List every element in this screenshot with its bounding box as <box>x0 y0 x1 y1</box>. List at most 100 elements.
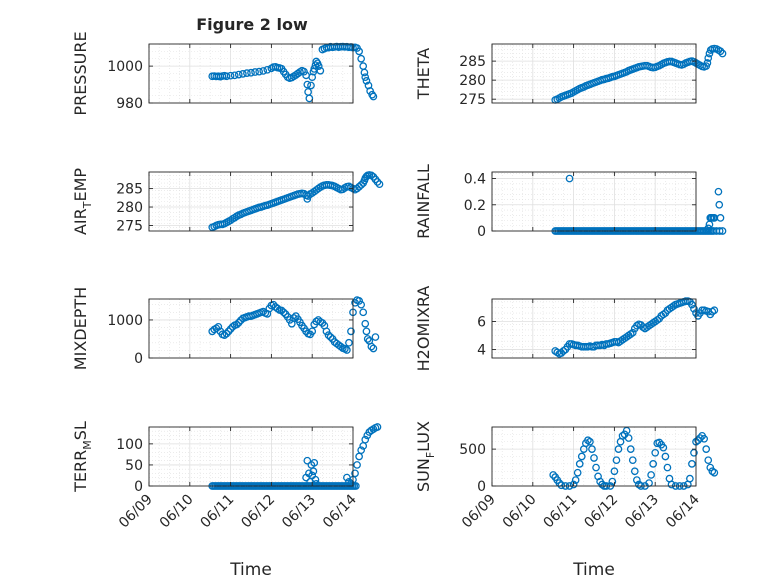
theta-y-axis-label: THETA <box>414 48 433 100</box>
mixdepth-data-point <box>228 322 237 331</box>
rainfall-y-tick-label: 0 <box>477 224 486 240</box>
pressure-data-point <box>251 68 259 76</box>
terr_msl-x-tick-label: 06/10 <box>157 492 197 532</box>
mixdepth-data-point <box>269 300 278 309</box>
mixdepth-data-point <box>277 306 286 315</box>
panel-h2omixra: 4 6 H2OMIXRA <box>414 286 719 372</box>
sun_flux-data-point <box>704 456 713 465</box>
mixdepth-data-point <box>324 331 333 340</box>
air_temp-y-axis-label-main: AIR <box>71 208 90 235</box>
theta-y-tick-label: 275 <box>459 92 486 108</box>
mixdepth-data-point <box>343 346 351 354</box>
sun_flux-data-point <box>632 476 641 484</box>
rainfall-data-point <box>718 227 727 235</box>
sun_flux-data-point <box>577 452 586 461</box>
sun_flux-y-axis-label-subscript: F <box>424 452 437 458</box>
rainfall-y-axis-label: RAINFALL <box>414 164 433 239</box>
theta-data-point <box>703 59 712 67</box>
sun_flux-data-point <box>549 471 558 479</box>
pressure-y-tick-label: 1000 <box>107 59 143 75</box>
terr_msl-y-axis-label: TERRMSL <box>71 421 94 493</box>
air_temp-axes-box <box>148 171 354 232</box>
pressure-data-point <box>362 77 371 85</box>
mixdepth-data-point <box>224 327 233 336</box>
air_temp-y-tick-label: 285 <box>116 182 143 198</box>
air_temp-data-point <box>373 178 382 186</box>
sun_flux-data-point <box>688 460 696 468</box>
rainfall-data-point <box>716 214 725 222</box>
mixdepth-data-point <box>285 316 294 324</box>
terr_msl-data-point <box>361 435 370 444</box>
h2omixra-data-point <box>688 300 696 309</box>
terr_msl-y-axis-label-rest: SL <box>71 421 90 440</box>
sun_flux-data-point <box>575 460 584 468</box>
pressure-data-point <box>316 66 325 75</box>
terr_msl-y-tick-label: 0 <box>134 479 143 495</box>
pressure-data-point <box>366 87 374 95</box>
sun_flux-data-point <box>590 454 598 462</box>
sun_flux-y-axis-label: SUNFLUX <box>414 421 437 492</box>
sun_flux-data-point <box>610 467 619 476</box>
terr_msl-x-tick-label: 06/12 <box>238 492 278 532</box>
sun_flux-data-point <box>586 437 594 446</box>
mixdepth-data-point <box>279 308 288 317</box>
sun_flux-data-point <box>649 460 658 468</box>
mixdepth-y-tick-label: 0 <box>134 351 143 367</box>
sun_flux-data-point <box>614 445 623 453</box>
mixdepth-data-point <box>322 327 331 336</box>
sun_flux-data-point <box>592 463 600 472</box>
pressure-data-point <box>359 62 368 70</box>
sun_flux-data-point <box>557 481 566 490</box>
pressure-y-axis-label: PRESSURE <box>71 31 90 115</box>
air_temp-data-point <box>375 180 384 189</box>
terr_msl-data-point <box>309 467 318 476</box>
h2omixra-y-tick-label: 4 <box>477 343 486 359</box>
terr_msl-x-tick-label: 06/11 <box>198 492 238 532</box>
rainfall-plot-area <box>492 172 696 231</box>
pressure-data-point <box>238 70 247 78</box>
panel-theta: 275 280 285 THETA <box>414 43 727 108</box>
mixdepth-data-point <box>361 319 370 328</box>
x-axis-label-left: Time <box>229 560 272 580</box>
sun_flux-data-point <box>708 467 717 476</box>
pressure-data-point <box>360 68 369 77</box>
sun_flux-data-point <box>571 476 580 484</box>
pressure-data-point <box>222 72 231 81</box>
h2omixra-y-axis-label: H2OMIXRA <box>414 286 433 372</box>
sun_flux-x-tick-label: 06/09 <box>459 492 499 532</box>
terr_msl-data-point <box>303 456 312 465</box>
mixdepth-data-point <box>220 331 229 340</box>
mixdepth-y-axis-label: MIXDEPTH <box>71 287 90 370</box>
panel-pressure: 980 1000 PRESSURE <box>71 31 378 116</box>
pressure-data-point <box>361 73 370 82</box>
sun_flux-data-point <box>651 448 660 457</box>
mixdepth-data-point <box>357 300 366 309</box>
pressure-data-point <box>300 67 308 76</box>
mixdepth-data-point <box>308 327 317 336</box>
mixdepth-data-point <box>326 333 335 341</box>
theta-y-tick-label: 280 <box>459 73 486 89</box>
sun_flux-data-point <box>588 445 596 453</box>
pressure-data-point <box>314 62 323 70</box>
theta-y-tick-label: 285 <box>459 54 486 70</box>
pressure-data-point <box>234 70 243 79</box>
terr_msl-x-tick-label: 06/09 <box>116 492 156 532</box>
pressure-data-point <box>243 69 251 77</box>
mixdepth-data-point <box>232 320 241 329</box>
pressure-axes-box <box>148 43 354 104</box>
mixdepth-data-point <box>273 304 282 313</box>
pressure-data-point <box>369 92 378 101</box>
sun_flux-data-point <box>700 434 709 443</box>
theta-plot-area <box>492 44 696 103</box>
sun_flux-data-point <box>702 445 711 453</box>
panel-terr_msl: 0 50 100 TERRMSL 06/09 06/10 06/11 06/12 06/13 06… <box>71 421 382 532</box>
sun_flux-data-point <box>659 443 668 452</box>
pressure-data-point <box>259 67 268 75</box>
terr_msl-y-tick-label: 50 <box>125 458 143 474</box>
sun_flux-data-point <box>630 467 639 476</box>
panel-mixdepth: 0 1000 MIXDEPTH <box>71 287 380 370</box>
mixdepth-data-point <box>369 344 378 353</box>
pressure-data-point <box>308 73 317 82</box>
